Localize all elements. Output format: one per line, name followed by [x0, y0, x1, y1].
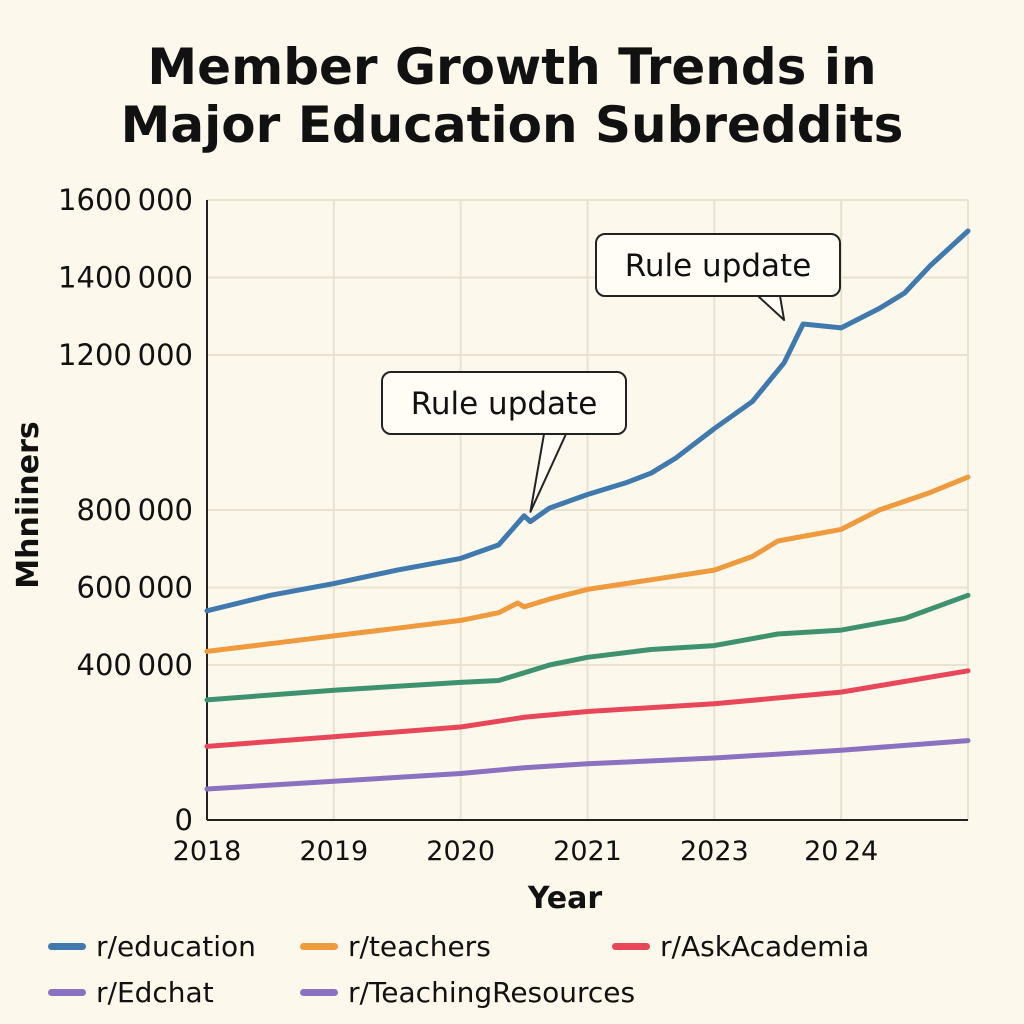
axes: [206, 200, 968, 821]
legend-swatch: [300, 989, 338, 996]
y-axis-label: Mhniiners: [11, 421, 46, 589]
series-lines: [204, 228, 971, 792]
x-tick-label: 2018: [173, 836, 242, 867]
y-tick-label: 1600 000: [58, 183, 193, 217]
annotation-callout: Rule update: [595, 233, 841, 321]
grid-lines: [206, 199, 969, 821]
y-tick-label: 1400 000: [58, 261, 193, 295]
legend-item-askacademia: r/AskAcademia: [612, 930, 869, 963]
annotation-text: Rule update: [411, 386, 598, 422]
legend-label: r/Edchat: [96, 976, 214, 1009]
x-tick-label: 2021: [553, 836, 622, 867]
annotation-pointer: [757, 295, 786, 321]
y-tick-label: 600 000: [77, 571, 194, 605]
y-tick-label: 0: [175, 803, 193, 837]
y-axis-ticks: 0 400 000 600 000 800 000 1200 000 1400 000 16…: [58, 183, 193, 837]
series-line: [204, 592, 971, 703]
legend-item-teachingresources: r/TeachingResources: [300, 976, 635, 1009]
legend-swatch: [300, 943, 338, 950]
annotation-pointer: [529, 433, 567, 513]
legend: r/education r/teachers r/AskAcademia r/E…: [0, 922, 1024, 1022]
x-tick-label: 20 24: [804, 836, 878, 867]
y-tick-label: 1200 000: [58, 338, 193, 372]
chart-title: Member Growth Trends in Major Education …: [0, 38, 1024, 154]
y-tick-label: 800 000: [77, 493, 194, 527]
series-line: [204, 668, 971, 749]
legend-label: r/TeachingResources: [348, 976, 636, 1009]
legend-label: r/teachers: [348, 930, 491, 963]
x-tick-label: 2023: [680, 836, 749, 867]
legend-item-edchat: r/Edchat: [48, 976, 214, 1009]
annotations: Rule update Rule update: [381, 233, 841, 513]
series-line: [204, 738, 971, 792]
legend-swatch: [48, 989, 86, 996]
chart-title-line-1: Member Growth Trends in: [147, 38, 877, 96]
series-line: [204, 228, 971, 614]
legend-swatch: [612, 943, 650, 950]
x-axis-label: Year: [527, 881, 603, 916]
series-line: [204, 474, 971, 654]
legend-label: r/AskAcademia: [660, 930, 870, 963]
chart-title-line-2: Major Education Subreddits: [120, 96, 904, 154]
legend-swatch: [48, 943, 86, 950]
legend-item-teachers: r/teachers: [300, 930, 491, 963]
legend-label: r/education: [96, 930, 256, 963]
x-tick-label: 2020: [426, 836, 495, 867]
legend-item-education: r/education: [48, 930, 256, 963]
y-tick-label: 400 000: [77, 648, 194, 682]
annotation-box: [595, 233, 841, 297]
x-tick-label: 2019: [299, 836, 368, 867]
annotation-callout: Rule update: [381, 371, 627, 513]
x-axis-ticks: 2018 2019 2020 2021 2023 20 24: [173, 836, 879, 867]
annotation-text: Rule update: [625, 248, 812, 284]
annotation-box: [381, 371, 627, 435]
